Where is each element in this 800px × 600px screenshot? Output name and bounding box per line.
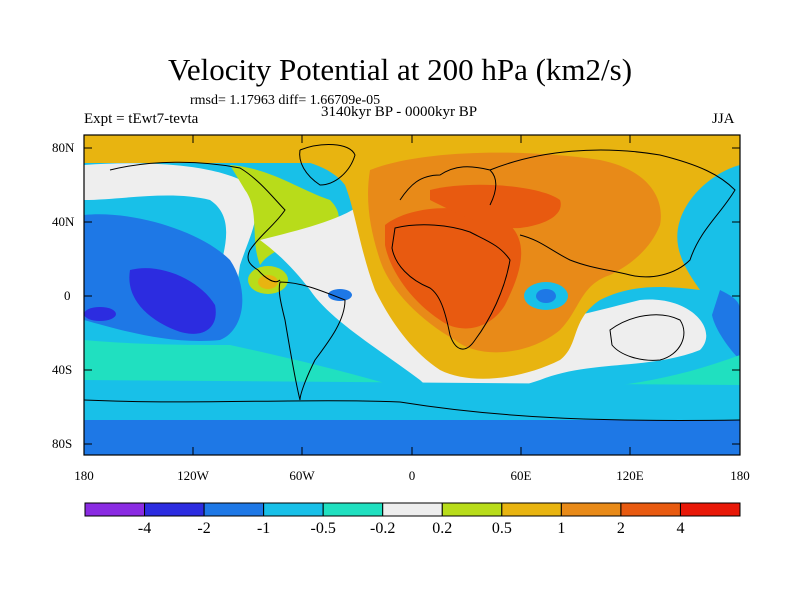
colorbar-label: 0.2 — [432, 520, 453, 537]
field-pos-2b — [430, 184, 561, 229]
period-label: 3140kyr BP - 0000kyr BP — [321, 104, 478, 120]
colorbar-label: -0.5 — [310, 520, 336, 537]
ylabel-40n: 40N — [52, 214, 75, 229]
colorbar-swatch — [679, 502, 741, 517]
colorbar — [84, 502, 741, 517]
coast-asia — [489, 149, 736, 278]
coast-europe — [399, 166, 497, 206]
xlabel-120w: 120W — [177, 468, 209, 483]
experiment-label: Expt = tEwt7-tevta — [84, 111, 199, 127]
field-cp-3 — [84, 307, 116, 321]
coast-africa — [391, 224, 511, 350]
map-field — [84, 135, 740, 455]
colorbar-swatch — [560, 502, 622, 517]
xlabel-120e: 120E — [616, 468, 644, 483]
colorbar-swatch — [501, 502, 562, 517]
field-io-neg2 — [536, 289, 556, 303]
season-label: JJA — [712, 111, 735, 127]
field-cp-2 — [129, 268, 216, 334]
coast-greenland — [299, 144, 356, 186]
field-pos-2 — [385, 208, 522, 329]
coast-north-america — [109, 161, 286, 283]
ylabel-80n: 80N — [52, 140, 75, 155]
ylabel-80s: 80S — [52, 436, 73, 451]
coast-antarctica — [84, 399, 740, 421]
coast-australia — [609, 314, 685, 361]
colorbar-swatch — [620, 502, 681, 517]
field-sp-1 — [84, 380, 740, 420]
colorbar-label: 4 — [676, 520, 685, 537]
ylabel-0: 0 — [64, 288, 71, 303]
axis-ticks — [83, 135, 741, 455]
colorbar-label: -0.2 — [370, 520, 396, 537]
field-divide — [260, 205, 707, 395]
colorbar-swatch — [84, 502, 146, 517]
colorbar-label: 0.5 — [491, 520, 512, 537]
colorbar-label: -2 — [197, 520, 211, 537]
colorbar-swatch — [203, 502, 265, 517]
xlabel-60w: 60W — [289, 468, 315, 483]
colorbar-label: 2 — [616, 520, 625, 537]
xlabel-180e: 180 — [730, 468, 750, 483]
colorbar-swatch — [144, 502, 205, 517]
colorbar-swatch — [441, 502, 503, 517]
xlabel-60e: 60E — [510, 468, 532, 483]
colorbar-swatch — [382, 502, 443, 517]
plot-title: Velocity Potential at 200 hPa (km2/s) — [167, 52, 633, 87]
field-atl-neg — [328, 289, 352, 301]
ylabel-40s: 40S — [52, 362, 73, 377]
field-npac-light — [84, 163, 257, 305]
xlabel-180w: 180 — [74, 468, 94, 483]
colorbar-swatch — [322, 502, 384, 517]
colorbar-label: -4 — [137, 520, 152, 537]
colorbar-label: 1 — [557, 520, 566, 537]
coast-south-america — [278, 281, 346, 401]
colorbar-label: -1 — [256, 520, 271, 537]
colorbar-swatch — [263, 502, 324, 517]
field-wpac — [712, 290, 740, 360]
stats-text: rmsd= 1.17963 diff= 1.66709e-05 — [190, 93, 381, 108]
field-carib-orange — [258, 275, 278, 289]
coastlines — [84, 144, 740, 421]
xlabel-0: 0 — [408, 468, 416, 483]
